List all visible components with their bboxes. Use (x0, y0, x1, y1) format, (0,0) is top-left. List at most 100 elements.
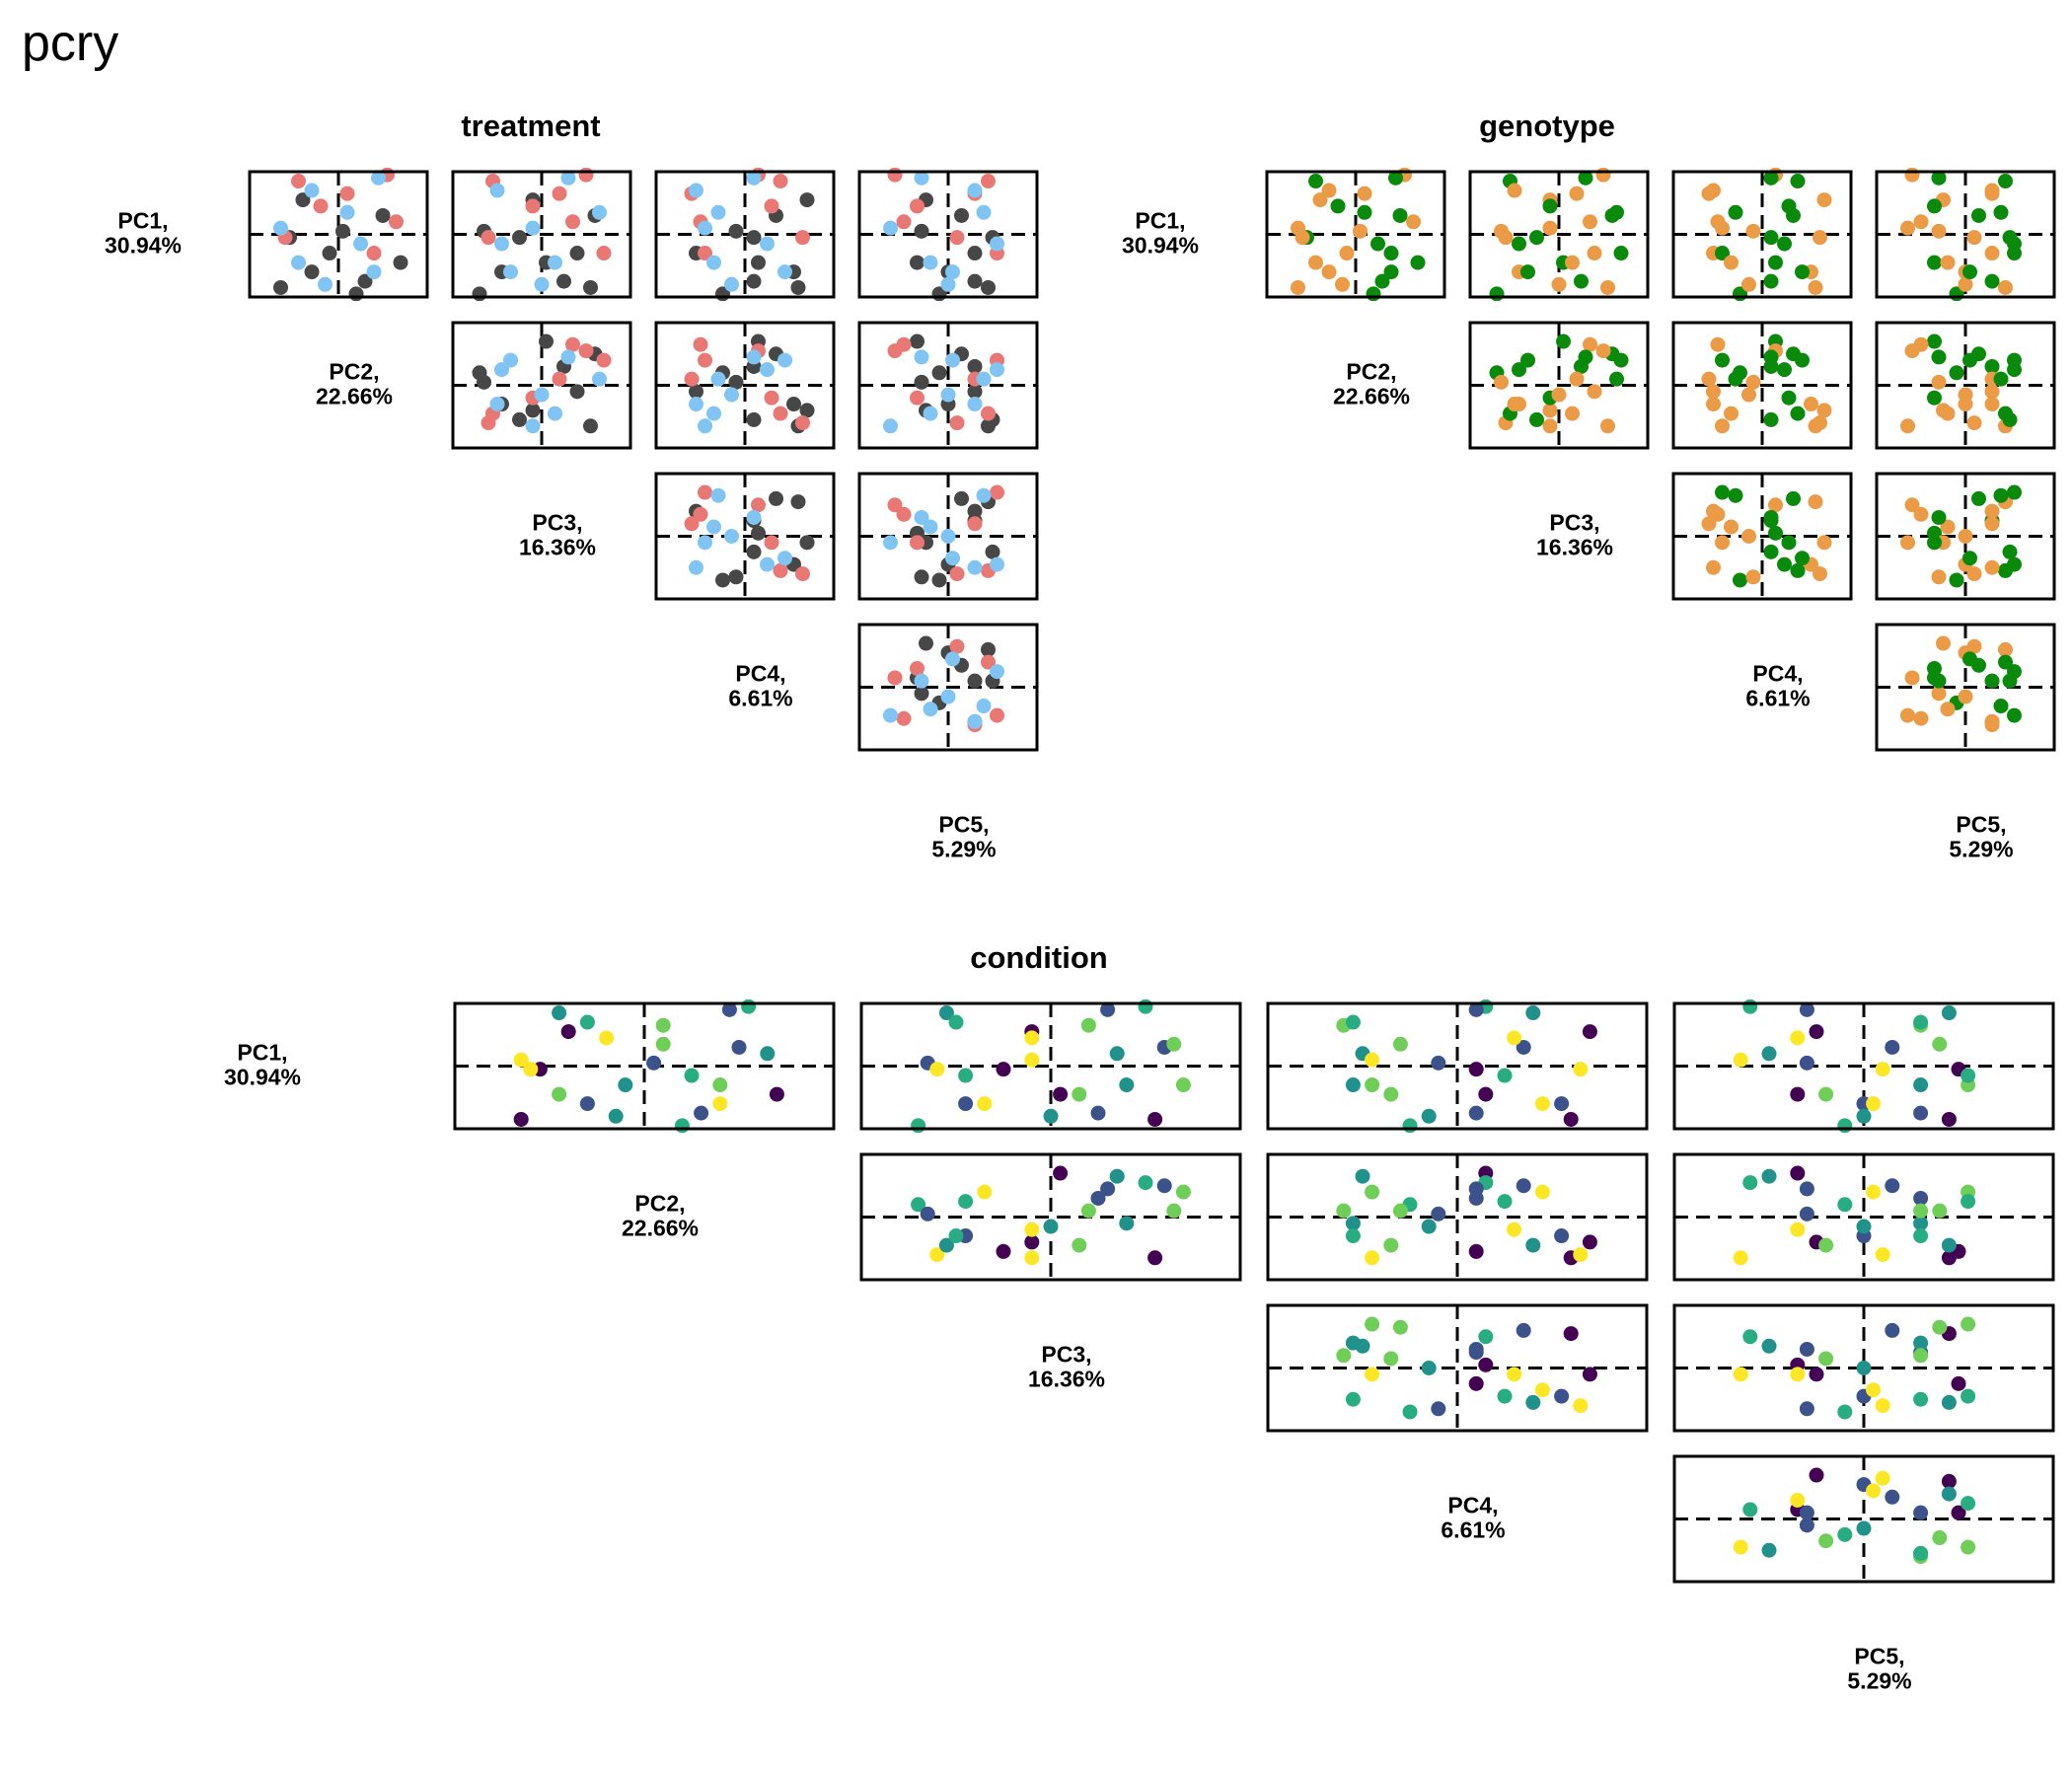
data-point (393, 255, 408, 270)
data-point (1043, 1108, 1059, 1124)
data-point (592, 371, 607, 387)
data-point (887, 343, 903, 359)
data-point (523, 1062, 539, 1077)
data-point (556, 273, 571, 289)
data-point (525, 198, 541, 214)
data-point (728, 223, 744, 239)
data-point (976, 699, 992, 714)
scatter-cell-condition-pc2-pc5 (1672, 1152, 2055, 1282)
data-point (1927, 198, 1942, 214)
scatter-cell-genotype-pc1-pc4 (1671, 168, 1853, 301)
data-point (1940, 519, 1956, 535)
data-point (1816, 192, 1832, 208)
data-point (1053, 1165, 1069, 1181)
data-point (1875, 1470, 1890, 1486)
data-point (1932, 1036, 1948, 1052)
data-point (1913, 1391, 1929, 1407)
data-point (1818, 1533, 1834, 1549)
data-point (693, 336, 708, 352)
data-point (712, 1096, 728, 1112)
data-point (366, 264, 382, 280)
data-point (1024, 1250, 1040, 1266)
data-point (655, 1017, 671, 1033)
pc-label-treatment-2: PC2, 22.66% (316, 359, 393, 409)
data-point (1100, 1181, 1116, 1197)
data-point (1728, 371, 1743, 387)
scatter-cell-condition-pc1-pc4 (1266, 999, 1649, 1133)
data-point (1507, 1030, 1522, 1046)
data-point (976, 371, 992, 387)
data-point (1138, 999, 1153, 1014)
data-point (967, 246, 983, 261)
data-point (710, 371, 726, 387)
data-point (357, 273, 373, 289)
data-point (313, 198, 329, 214)
data-point (1421, 1108, 1437, 1124)
data-point (1175, 1077, 1191, 1093)
scatter-cell-treatment-pc4-pc5 (857, 623, 1039, 752)
data-point (751, 497, 766, 513)
data-point (799, 403, 815, 418)
data-point (1578, 170, 1593, 185)
data-point (1931, 170, 1947, 185)
data-point (1984, 673, 2000, 689)
data-point (1984, 183, 2000, 198)
data-point (684, 516, 700, 532)
data-point (1875, 1398, 1890, 1414)
data-point (1609, 204, 1624, 220)
data-point (1383, 1086, 1399, 1102)
data-point (1583, 336, 1597, 352)
data-point (945, 551, 960, 566)
data-point (1799, 1055, 1814, 1071)
data-point (990, 707, 1004, 723)
cell-frame (248, 170, 429, 299)
data-point (1941, 1005, 1957, 1021)
scatter-cell-genotype-pc4-pc5 (1875, 623, 2056, 752)
data-point (1951, 1375, 1966, 1391)
data-point (945, 264, 960, 280)
data-point (503, 264, 518, 280)
data-point (1741, 276, 1756, 292)
data-point (273, 220, 288, 236)
data-point (751, 255, 766, 270)
data-point (1795, 264, 1810, 280)
data-point (1053, 1086, 1069, 1102)
data-point (887, 670, 903, 686)
data-point (746, 544, 762, 559)
data-point (1837, 1526, 1853, 1542)
data-point (1166, 1203, 1182, 1219)
data-point (1984, 397, 2000, 412)
data-point (1984, 273, 2000, 289)
data-point (1043, 1219, 1059, 1234)
data-point (513, 1052, 529, 1068)
data-point (1790, 1030, 1806, 1046)
data-point (1166, 1036, 1182, 1052)
data-point (1962, 551, 1977, 566)
data-point (1609, 371, 1624, 387)
data-point (1961, 1194, 1976, 1210)
data-point (910, 255, 925, 270)
data-point (967, 397, 983, 412)
data-point (1406, 214, 1421, 230)
data-point (799, 535, 815, 551)
data-point (1913, 1105, 1929, 1121)
data-point (1913, 1077, 1929, 1093)
data-point (967, 673, 983, 689)
scatter-cell-genotype-pc2-pc4 (1671, 321, 1853, 450)
data-point (565, 336, 580, 352)
data-point (674, 1118, 690, 1133)
data-point (335, 223, 350, 239)
data-point (773, 406, 788, 421)
data-point (1383, 1351, 1399, 1367)
data-point (1932, 1530, 1948, 1546)
data-point (1761, 1542, 1777, 1558)
scatter-cell-condition-pc1-pc2 (453, 999, 836, 1133)
data-point (1856, 1108, 1872, 1124)
data-point (1551, 387, 1567, 403)
data-point (1768, 497, 1783, 513)
cell-frame (451, 170, 632, 299)
data-point (1949, 365, 1964, 381)
data-point (958, 1096, 974, 1112)
scatter-cell-genotype-pc1-pc3 (1468, 168, 1650, 301)
data-point (1741, 529, 1756, 544)
